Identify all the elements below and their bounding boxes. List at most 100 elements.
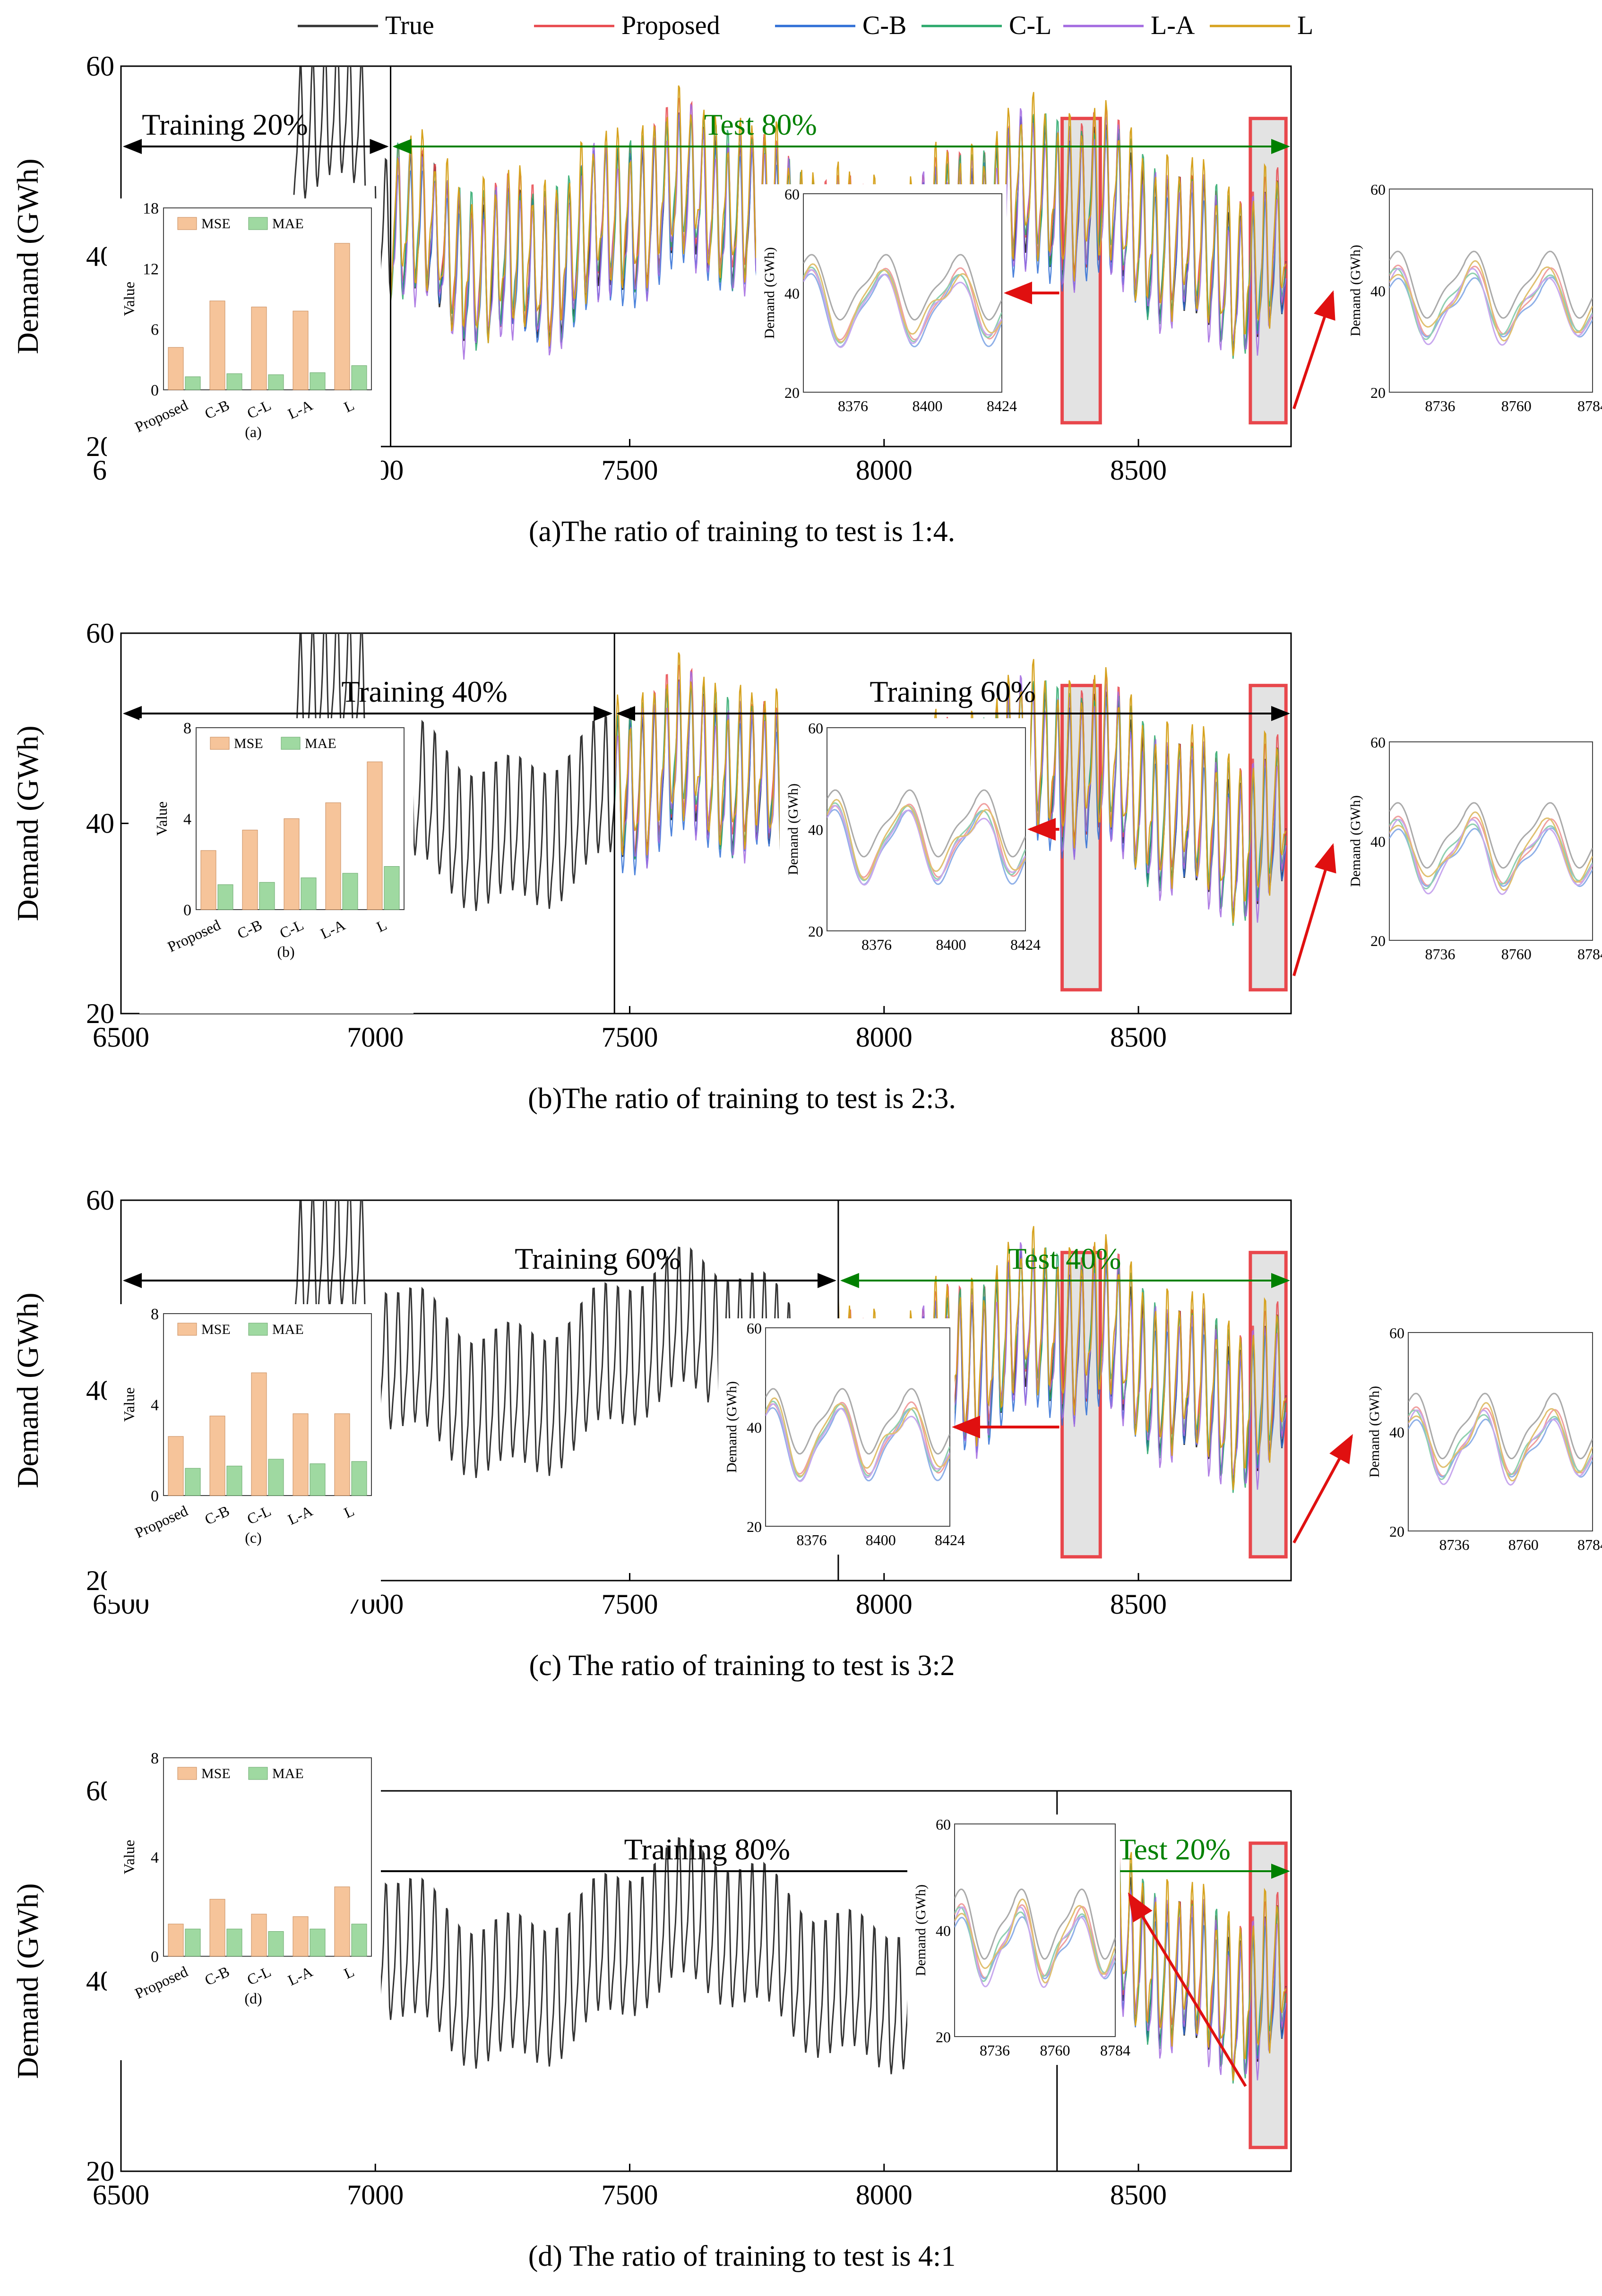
x-tick-label: 7000 — [347, 1022, 404, 1053]
zoom-x-tick-label: 8424 — [935, 1531, 965, 1548]
x-tick-label: 8500 — [1110, 1022, 1167, 1053]
panel-caption: (d) The ratio of training to test is 4:1 — [528, 2240, 956, 2272]
legend-entry-l: L — [1210, 11, 1313, 40]
zoom-inset-background — [756, 184, 1007, 421]
legend-entry-proposed: Proposed — [534, 11, 720, 40]
zoom-x-tick-label: 8760 — [1501, 946, 1532, 963]
bar-inset-letter: (c) — [245, 1529, 262, 1546]
x-tick-label: 8000 — [856, 1589, 913, 1620]
y-axis-label: Demand (GWh) — [11, 1883, 44, 2079]
bar-y-tick-label: 4 — [183, 811, 191, 828]
zoom-y-axis-label: Demand (GWh) — [762, 247, 777, 339]
y-tick-label: 60 — [86, 51, 114, 82]
zoom-series-l — [1408, 1402, 1593, 1482]
bar-mse — [251, 1914, 267, 1957]
bar-mse — [209, 1416, 225, 1496]
bar-mse — [334, 1413, 350, 1496]
zoom-y-tick-label: 60 — [1389, 1324, 1404, 1341]
bar-y-tick-label: 8 — [151, 1750, 159, 1767]
zoom-series-true — [827, 789, 1025, 858]
bar-mse — [168, 1436, 184, 1496]
bar-mse — [293, 310, 309, 390]
train-label: Training 60% — [515, 1242, 680, 1275]
bar-mse — [168, 1924, 184, 1957]
zoom-x-tick-label: 8400 — [866, 1531, 896, 1548]
bar-mse — [209, 301, 225, 390]
test-label: Test 20% — [1118, 1832, 1231, 1866]
zoom-inset-frame — [765, 1327, 950, 1527]
zoom-y-tick-label: 20 — [1370, 932, 1386, 949]
zoom-x-tick-label: 8424 — [1010, 936, 1041, 953]
x-tick-label: 6500 — [93, 2179, 149, 2210]
zoom-y-tick-label: 40 — [784, 285, 800, 302]
zoom-x-tick-label: 8784 — [1577, 946, 1602, 963]
red-pointer-arrow — [1292, 1434, 1353, 1544]
legend-entry-l-a: L-A — [1063, 11, 1195, 40]
y-axis-label: Demand (GWh) — [11, 725, 44, 921]
bar-y-tick-label: 0 — [151, 382, 159, 399]
bar-mae — [351, 365, 367, 390]
zoom-series-l-a — [766, 1403, 950, 1482]
zoom-series-l — [827, 799, 1025, 880]
y-tick-label: 20 — [86, 998, 114, 1029]
zoom-series-group — [803, 254, 1002, 348]
zoom-x-tick-label: 8784 — [1100, 2042, 1130, 2059]
zoom-x-tick-label: 8736 — [980, 2042, 1010, 2059]
bar-mae — [310, 372, 326, 390]
zoom-y-tick-label: 20 — [1389, 1523, 1404, 1540]
red-pointer-arrow — [1128, 1892, 1247, 2087]
zoom-x-tick-label: 8400 — [913, 397, 943, 414]
zoom-inset: 20 40 60 8376 8400 8424 Demand (GWh) — [718, 1318, 965, 1555]
bar-mse — [334, 1886, 350, 1957]
bar-mae — [384, 866, 400, 910]
bar-mae — [268, 374, 284, 390]
zoom-series-group — [766, 1388, 950, 1482]
bar-y-tick-label: 0 — [151, 1488, 159, 1505]
bar-mse — [367, 761, 383, 910]
zoom-series-group — [1389, 250, 1593, 346]
x-tick-label: 7000 — [347, 2179, 404, 2210]
x-tick-label: 6500 — [93, 1022, 149, 1053]
zoom-inset-frame — [1408, 1332, 1593, 1531]
zoom-x-tick-label: 8376 — [861, 936, 892, 953]
zoom-inset-background — [1342, 732, 1597, 969]
bar-legend-label-mse: MSE — [201, 1766, 231, 1781]
bar-mae — [310, 1463, 326, 1496]
zoom-inset: 20 40 60 8376 8400 8424 Demand (GWh) — [780, 718, 1041, 959]
zoom-y-tick-label: 40 — [808, 821, 823, 838]
zoom-y-tick-label: 20 — [747, 1518, 762, 1535]
zoom-y-tick-label: 20 — [936, 2029, 951, 2046]
zoom-series-l-a — [1389, 818, 1593, 895]
zoom-inset: 20 40 60 8736 8760 8784 Demand (GWh) — [1361, 1323, 1602, 1559]
zoom-y-tick-label: 40 — [1370, 833, 1386, 850]
zoom-inset: 20 40 60 8736 8760 8784 Demand (GWh) — [907, 1814, 1130, 2065]
bar-inset-frame — [196, 727, 405, 910]
bar-legend-swatch-mse — [177, 217, 197, 230]
zoom-x-tick-label: 8760 — [1040, 2042, 1070, 2059]
zoom-series-l-a — [955, 1906, 1115, 1988]
legend-label: True — [385, 11, 434, 40]
x-tick-label: 8000 — [856, 1022, 913, 1053]
zoom-x-tick-label: 8736 — [1439, 1536, 1470, 1553]
zoom-y-axis-label: Demand (GWh) — [913, 1884, 929, 1976]
panel-caption: (b)The ratio of training to test is 2:3. — [528, 1083, 956, 1115]
legend-label: Proposed — [621, 11, 720, 40]
train-label: Training 40% — [341, 675, 507, 708]
zoom-y-axis-label: Demand (GWh) — [1348, 795, 1363, 887]
bar-mse — [293, 1916, 309, 1957]
zoom-x-tick-label: 8376 — [797, 1531, 827, 1548]
y-axis-label: Demand (GWh) — [11, 158, 44, 354]
bar-mse — [293, 1413, 309, 1496]
zoom-y-tick-label: 60 — [747, 1320, 762, 1337]
zoom-y-tick-label: 60 — [1370, 181, 1386, 198]
zoom-y-tick-label: 20 — [808, 923, 823, 940]
bar-mse — [334, 243, 350, 390]
bar-legend-swatch-mse — [177, 1767, 197, 1780]
test-label: Test 40% — [1008, 1242, 1121, 1275]
x-tick-label: 7500 — [602, 1589, 658, 1620]
legend-entry-c-l: C-L — [922, 11, 1051, 40]
